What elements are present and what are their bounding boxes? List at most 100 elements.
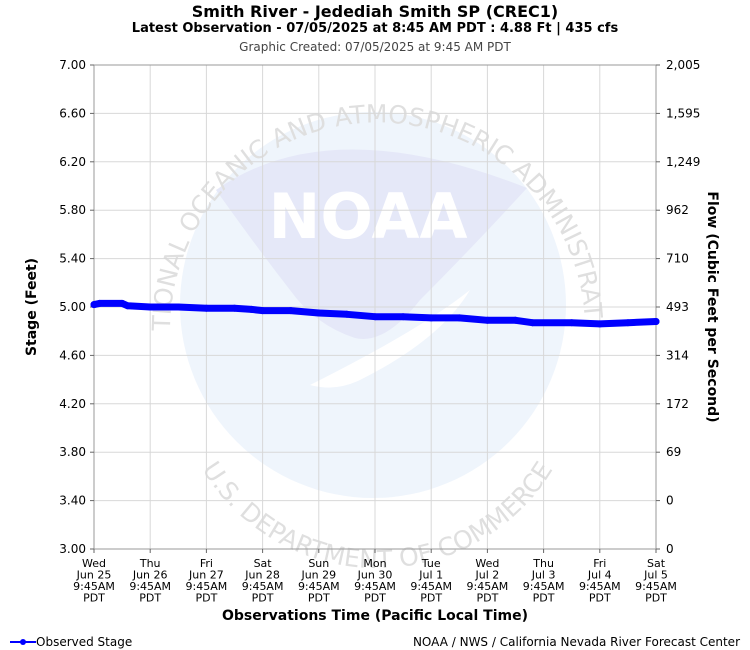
noaa-logo-wave [310,290,470,388]
x-axis-label: Observations Time (Pacific Local Time) [222,608,528,624]
noaa-watermark: NOAA NATIONAL OCEANIC AND ATMOSPHERIC AD… [0,0,608,574]
x-tick-label: Mon [363,557,386,570]
data-point [399,313,407,321]
x-tick-label: PDT [645,592,667,605]
x-tick-label: PDT [364,592,386,605]
x-tick-label: PDT [83,592,105,605]
x-tick-label: Sun [308,557,329,570]
data-point [652,318,660,325]
x-tick-label: PDT [476,592,498,605]
y2-axis-ticks: 2,005 1,595 1,249 962 710 493 314 172 69 0 0 [656,58,700,556]
data-point [96,299,104,307]
x-tick-label: Wed [82,557,106,570]
data-point [146,303,154,311]
x-tick-label: 9:45AM [410,580,452,593]
data-point [343,310,351,318]
data-point [455,314,463,322]
y2-tick-label: 710 [666,252,689,266]
x-tick-label: Jul 1 [418,569,443,582]
legend-marker [10,639,36,645]
y-tick-label: 5.00 [59,300,86,314]
y2-tick-label: 2,005 [666,58,700,72]
y2-tick-label: 0 [666,542,674,556]
y-tick-label: 5.40 [59,252,86,266]
x-tick-label: PDT [308,592,330,605]
data-point [259,307,267,315]
data-point [315,309,323,317]
latest-observation: Latest Observation - 07/05/2025 at 8:45 … [131,21,619,36]
data-point [427,314,435,322]
x-tick-label: Jul 5 [643,569,668,582]
noaa-logo-gull [216,149,527,339]
data-point [568,319,576,327]
x-tick-label: 9:45AM [354,580,396,593]
legend: Observed Stage [10,635,132,649]
x-tick-label: Sat [647,557,666,570]
x-tick-label: Tue [421,557,441,570]
x-tick-label: Jun 30 [357,569,393,582]
data-point [528,319,536,327]
graphic-created: Graphic Created: 07/05/2025 at 9:45 AM P… [239,40,511,54]
x-tick-label: 9:45AM [73,580,115,593]
x-tick-label: 9:45AM [242,580,284,593]
x-tick-label: Jul 2 [475,569,500,582]
y2-tick-label: 1,595 [666,106,700,120]
data-point [231,304,238,312]
x-tick-label: Fri [593,557,606,570]
x-tick-label: 9:45AM [298,580,340,593]
x-tick-label: PDT [195,592,217,605]
x-tick-label: Jul 3 [531,569,556,582]
x-tick-label: PDT [589,592,611,605]
y-tick-label: 3.40 [59,494,86,508]
y2-tick-label: 0 [666,494,674,508]
y2-tick-label: 1,249 [666,155,700,169]
x-tick-label: PDT [139,592,161,605]
x-tick-label: Sat [254,557,273,570]
x-tick-label: PDT [420,592,442,605]
y-axis-label: Stage (Feet) [24,258,40,356]
y-tick-label: 4.60 [59,348,86,362]
x-tick-label: 9:45AM [635,580,677,593]
series-observed-stage [90,299,660,328]
x-tick-label: PDT [252,592,274,605]
x-tick-label: 9:45AM [186,580,228,593]
y-tick-label: 4.20 [59,397,86,411]
x-tick-label: 9:45AM [579,580,621,593]
x-tick-label: 9:45AM [129,580,171,593]
x-tick-label: Jun 27 [188,569,224,582]
x-tick-label: Wed [475,557,499,570]
data-point [483,316,491,324]
data-point [247,305,255,313]
credit-text: NOAA / NWS / California Nevada River For… [412,635,740,649]
legend-label: Observed Stage [36,635,133,649]
data-point [287,307,295,315]
y2-tick-label: 493 [666,300,689,314]
x-tick-label: Jun 26 [132,569,168,582]
x-tick-label: 9:45AM [467,580,509,593]
y-tick-label: 6.20 [59,155,86,169]
data-point [624,319,632,327]
data-point [124,302,132,310]
x-tick-label: Jun 28 [244,569,280,582]
x-tick-label: Thu [139,557,161,570]
x-tick-label: PDT [533,592,555,605]
data-point [512,316,519,324]
series-line [90,299,660,328]
x-tick-label: 9:45AM [523,580,565,593]
data-point [90,301,98,309]
y2-tick-label: 962 [666,203,689,217]
y2-tick-label: 69 [666,445,681,459]
data-point [202,304,210,312]
chart-title: Smith River - Jedediah Smith SP (CREC1) [191,2,559,21]
y-tick-label: 6.60 [59,106,86,120]
y-tick-label: 3.80 [59,445,86,459]
x-tick-label: Jun 25 [76,569,112,582]
x-tick-label: Jul 4 [587,569,612,582]
y-tick-label: 5.80 [59,203,86,217]
x-tick-label: Thu [532,557,554,570]
noaa-logo-text: NOAA [269,180,468,253]
data-point [118,299,126,307]
x-tick-label: Jun 29 [300,569,336,582]
y2-tick-label: 314 [666,348,689,362]
